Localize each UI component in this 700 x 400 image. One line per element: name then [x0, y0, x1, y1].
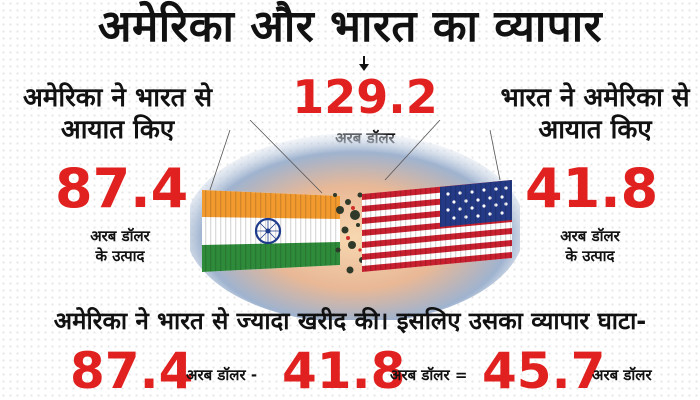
usa-flag-container: [362, 180, 512, 272]
equation-india-imports-value: 41.8: [282, 342, 406, 400]
down-arrow-icon: [359, 64, 369, 71]
us-imports-unit-line1: अरब डॉलर: [90, 227, 150, 245]
trade-deficit-equation: 87.4 अरब डॉलर - 41.8 अरब डॉलर = 45.7 अरब…: [0, 343, 700, 399]
india-imports-heading-line2: आयात किए: [538, 115, 652, 145]
india-flag-container: [202, 190, 340, 272]
equation-unit-equals: अरब डॉलर =: [390, 366, 468, 384]
india-imports-unit: अरब डॉलर के उत्पाद: [525, 226, 655, 266]
india-imports-unit-line1: अरब डॉलर: [560, 227, 620, 245]
down-arrow-shaft: [363, 56, 365, 66]
cable-left-2: [249, 120, 323, 194]
sky-glow: [190, 133, 520, 320]
india-imports-unit-line2: के उत्पाद: [565, 247, 615, 265]
cable-right-2: [489, 129, 501, 181]
cable-left-1: [209, 129, 231, 191]
india-imports-heading-line1: भारत ने अमेरिका से: [500, 83, 690, 113]
equation-us-imports-value: 87.4: [70, 342, 194, 400]
india-imports-value: 41.8: [525, 157, 659, 220]
equation-unit-result: अरब डॉलर: [592, 366, 652, 384]
total-trade-value: 129.2: [292, 70, 438, 124]
india-imports-heading: भारत ने अमेरिका से आयात किए: [490, 82, 700, 146]
us-imports-heading: अमेरिका ने भारत से आयात किए: [10, 82, 225, 146]
equation-unit-minus: अरब डॉलर -: [186, 366, 258, 384]
page-title: अमेरिका और भारत का व्यापार: [97, 1, 603, 52]
us-imports-unit: अरब डॉलर के उत्पाद: [55, 226, 185, 266]
us-imports-unit-line2: के उत्पाद: [95, 247, 145, 265]
trade-deficit-statement: अमेरिका ने भारत से ज्यादा खरीद की। इसलिए…: [53, 307, 647, 335]
equation-trade-deficit-value: 45.7: [482, 342, 606, 400]
us-imports-heading-line1: अमेरिका ने भारत से: [22, 83, 213, 113]
us-imports-heading-line2: आयात किए: [60, 115, 175, 145]
colliding-flag-containers-illustration: [190, 120, 520, 320]
cable-right-1: [384, 120, 441, 181]
us-imports-value: 87.4: [55, 157, 189, 220]
